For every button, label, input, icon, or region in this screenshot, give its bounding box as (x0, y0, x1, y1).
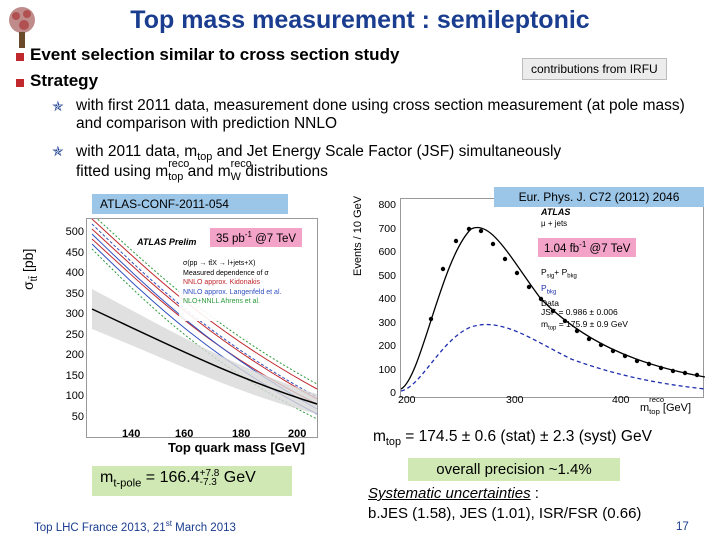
sub-bullet-first-data: with first 2011 data, measurement done u… (76, 97, 685, 132)
left-xtick: 160 (175, 428, 194, 440)
right-xtick: 200 (398, 394, 416, 406)
bullet-selection: Event selection similar to cross section… (30, 45, 400, 64)
left-legend-entry: NLO+NNLL Ahrens et al. (183, 298, 260, 305)
ytick: 400 (378, 293, 396, 305)
ytick: 250 (65, 328, 84, 341)
ytick: 450 (65, 246, 84, 259)
star-bullet-icon: ✯ (52, 143, 64, 159)
ytick: 700 (378, 222, 396, 235)
left-yticks: 500 450 400 350 300 250 200 150 100 50 (62, 222, 84, 427)
page-number: 17 (676, 521, 689, 533)
ytick: 150 (65, 369, 84, 382)
ytick: 200 (65, 349, 84, 361)
left-xtick: 200 (288, 428, 307, 440)
right-xtick: 300 (506, 394, 524, 406)
bullet-strategy: Strategy (30, 71, 99, 90)
left-legend: σ(pp → tt̄X → l+jets+X) Measured depende… (183, 259, 281, 307)
right-lumi-box: 1.04 fb-1 @7 TeV (538, 238, 637, 257)
right-legend: Psig+ Pbkg Pbkg Data (541, 267, 577, 309)
left-reference-box: ATLAS-CONF-2011-054 (92, 194, 288, 214)
systematics-values: b.JES (1.58), JES (1.01), ISR/FSR (0.66) (368, 505, 642, 522)
sub-bullet-fitted: fitted using m reco top and m reco W distrib… (76, 158, 328, 184)
right-plot-xlabel: m reco top [GeV] (640, 395, 692, 417)
right-xtick: 400 (612, 394, 630, 406)
star-bullet-icon: ✯ (52, 98, 64, 114)
right-legend-entry: Pbkg (541, 282, 557, 296)
left-plot-xlabel: Top quark mass [GeV] (168, 440, 306, 455)
right-jsf-value: JSF = 0.986 ± 0.006 (541, 307, 618, 317)
sub-bullet-jsf: with 2011 data, mtop and Jet Energy Scal… (76, 143, 562, 164)
ytick: 50 (71, 410, 84, 423)
right-yticks: 800 700 600 500 400 300 200 100 0 (368, 194, 396, 406)
ytick: 400 (65, 267, 84, 279)
left-legend-entry: Measured dependence of σ (183, 269, 269, 277)
left-plot-ylabel: σtt̄ [pb] (20, 248, 40, 290)
bullet-marker (16, 79, 24, 87)
ytick: 0 (390, 387, 396, 399)
left-cross-section-plot: ATLAS Prelim σ(pp → tt̄X → l+jets+X) Mea… (86, 218, 318, 438)
ytick: 350 (65, 287, 84, 300)
right-plot-ylabel: Events / 10 GeV (352, 195, 364, 276)
contributions-tag: contributions from IRFU (522, 58, 667, 80)
systematics-heading: Systematic uncertainties : (368, 485, 539, 502)
cea-logo (2, 2, 42, 54)
right-mtop-value: mtop = 175.9 ± 0.9 GeV (541, 319, 628, 332)
ytick: 500 (65, 226, 84, 238)
right-legend-entry: Data (541, 298, 559, 309)
left-atlas-label: ATLAS Prelim (137, 237, 197, 247)
precision-box: overall precision ~1.4% (408, 458, 620, 481)
right-channel-label: μ + jets (541, 219, 568, 228)
ytick: 600 (378, 246, 396, 258)
left-xtick: 140 (122, 428, 141, 440)
left-legend-entry: σ(pp → tt̄X → l+jets+X) (183, 260, 256, 267)
ytick: 300 (378, 316, 396, 329)
ytick: 100 (378, 363, 396, 376)
ytick: 300 (65, 308, 84, 320)
slide-title: Top mass measurement : semileptonic (130, 6, 590, 34)
mtop-pole-box: mt-pole = 166.4 +7.8 -7.3 GeV (92, 466, 292, 496)
right-atlas-label: ATLAS (541, 207, 571, 217)
left-legend-entry: NNLO approx. Kidonakis (183, 279, 261, 286)
ytick: 200 (378, 340, 396, 352)
bullet-marker (16, 53, 24, 61)
right-reference-box: Eur. Phys. J. C72 (2012) 2046 (494, 187, 704, 207)
left-legend-entry: NNLO approx. Langenfeld et al. (183, 288, 282, 296)
ytick: 100 (65, 390, 84, 402)
left-lumi-box: 35 pb-1 @7 TeV (210, 228, 303, 247)
left-xtick: 180 (232, 428, 251, 440)
ytick: 500 (378, 269, 396, 282)
footer-text: Top LHC France 2013, 21st March 2013 (34, 519, 236, 534)
ytick: 800 (378, 199, 396, 211)
right-legend-entry: Psig+ Pbkg (541, 267, 577, 280)
mtop-result: mtop = 174.5 ± 0.6 (stat) ± 2.3 (syst) G… (373, 428, 652, 449)
right-mass-distribution-plot: ATLAS μ + jets Psig+ Pbkg Pbkg Data JSF … (400, 198, 706, 398)
